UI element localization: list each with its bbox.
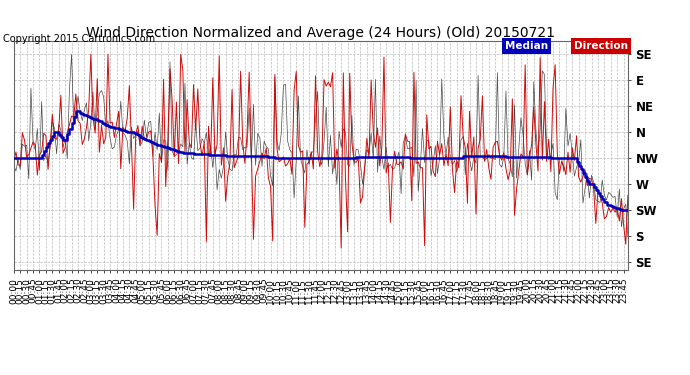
Text: Median: Median — [505, 41, 548, 51]
Title: Wind Direction Normalized and Average (24 Hours) (Old) 20150721: Wind Direction Normalized and Average (2… — [86, 26, 555, 40]
Text: Copyright 2015 Cartronics.com: Copyright 2015 Cartronics.com — [3, 34, 155, 44]
Text: Direction: Direction — [574, 41, 628, 51]
